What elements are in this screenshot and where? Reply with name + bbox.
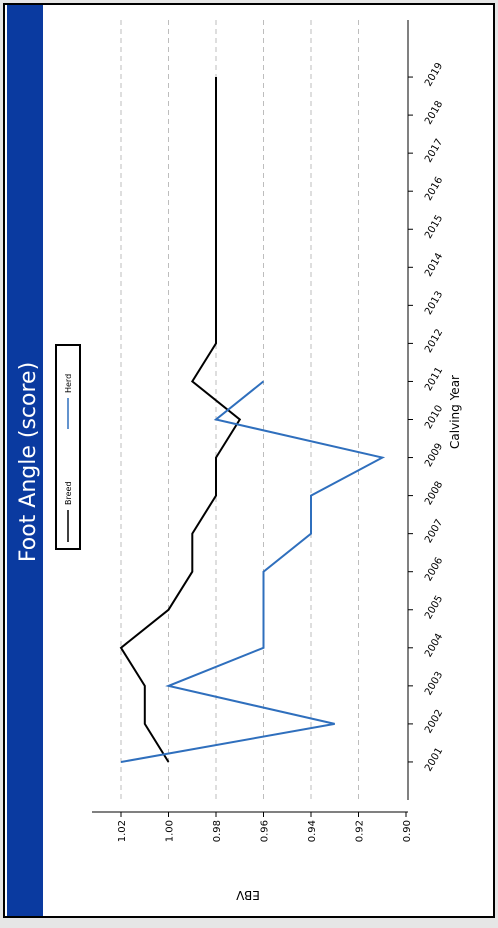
axes: 2001 2002 2003 2004 2005 2006 2007 2008 2009 2010… [92, 20, 445, 842]
y-tick-label: 0.92 [355, 820, 366, 842]
y-tick-label: 0.90 [402, 820, 413, 842]
x-tick-label: 2015 [423, 213, 445, 241]
y-tick-label: 0.98 [212, 820, 223, 842]
y-tick-label: 1.00 [165, 820, 176, 842]
x-tick-label: 2004 [423, 632, 445, 660]
chart-frame [3, 3, 495, 918]
y-tick-label: 0.94 [307, 820, 318, 842]
legend-label-breed: Breed [64, 481, 73, 505]
title-band [7, 5, 43, 916]
x-tick-label: 2006 [423, 556, 445, 584]
x-tick-label: 2016 [423, 175, 445, 203]
x-tick-label: 2001 [423, 746, 445, 774]
x-tick-label: 2019 [423, 61, 445, 89]
x-tick-label: 2003 [423, 670, 445, 698]
series-line-herd [120, 380, 386, 763]
series-line-breed [119, 77, 242, 763]
x-tick-label: 2013 [423, 289, 445, 317]
x-tick-label: 2017 [423, 137, 445, 165]
y-tick-label: 1.02 [117, 820, 128, 842]
x-axis-label: Calving Year [448, 375, 462, 449]
x-tick-label: 2012 [423, 327, 445, 355]
chart-title: Foot Angle (score) [16, 362, 41, 562]
x-tick-label: 2010 [423, 403, 445, 431]
x-tick-label: 2011 [423, 365, 445, 393]
y-axis-label: EBV [235, 888, 259, 902]
y-tick-label: 0.96 [260, 820, 271, 842]
legend-label-herd: Herd [64, 374, 73, 393]
x-tick-label: 2008 [423, 480, 445, 508]
legend: Breed Herd [55, 344, 81, 550]
x-tick-label: 2018 [423, 99, 445, 127]
x-tick-label: 2005 [423, 594, 445, 622]
x-tick-label: 2007 [423, 518, 445, 546]
grid [120, 20, 359, 800]
x-tick-label: 2014 [423, 251, 445, 279]
x-tick-label: 2009 [423, 442, 445, 470]
series-lines [119, 77, 386, 763]
x-tick-label: 2002 [423, 708, 445, 736]
